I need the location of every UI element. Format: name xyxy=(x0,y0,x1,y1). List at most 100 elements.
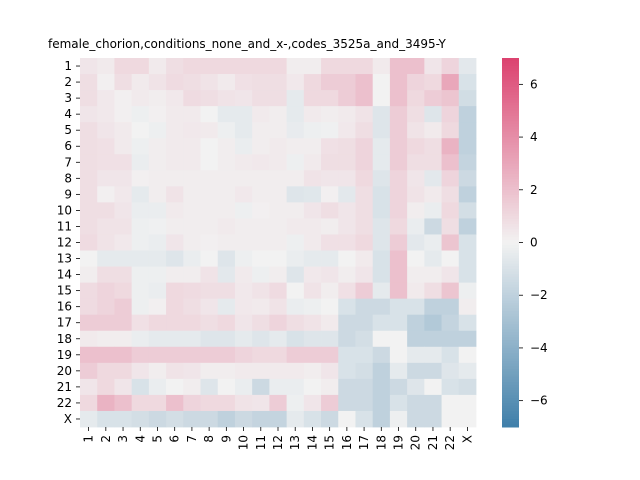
colorbar-segment xyxy=(502,311,519,315)
heatmap-cell-14-19 xyxy=(389,266,408,284)
heatmap-cell-5-14 xyxy=(303,122,322,139)
colorbar-segment xyxy=(502,390,519,394)
heatmap-cell-X-19 xyxy=(389,410,408,428)
heatmap-cell-17-14 xyxy=(303,314,322,332)
heatmap-cell-19-22 xyxy=(441,346,460,364)
colorbar-segment xyxy=(502,200,519,204)
heatmap-cell-8-17 xyxy=(355,170,374,187)
heatmap-cell-8-6 xyxy=(166,170,184,187)
heatmap-cell-6-5 xyxy=(148,138,167,155)
heatmap-cell-17-4 xyxy=(131,314,150,332)
heatmap-cell-20-9 xyxy=(217,362,236,380)
x-tick-label: 6 xyxy=(168,435,182,443)
colorbar-segment xyxy=(502,340,519,344)
heatmap-cell-17-5 xyxy=(148,314,167,332)
colorbar-segment xyxy=(502,71,519,75)
heatmap-cell-4-20 xyxy=(407,106,425,123)
heatmap-cell-18-15 xyxy=(321,330,339,348)
heatmap-cell-11-X xyxy=(458,218,477,235)
colorbar-segment xyxy=(502,108,519,112)
heatmap-cell-19-18 xyxy=(372,346,391,364)
heatmap-cell-19-12 xyxy=(269,346,288,364)
heatmap-cell-14-22 xyxy=(441,266,460,284)
heatmap-cell-15-13 xyxy=(286,282,305,300)
heatmap-cell-X-11 xyxy=(252,410,270,428)
heatmap-cell-22-13 xyxy=(286,394,305,412)
colorbar-segment xyxy=(502,313,519,317)
colorbar-segment xyxy=(502,118,519,122)
colorbar-segment xyxy=(502,81,519,85)
heatmap-cell-9-9 xyxy=(217,186,236,203)
heatmap-cell-X-8 xyxy=(200,410,219,428)
heatmap-cell-X-9 xyxy=(217,410,236,428)
heatmap-cell-10-3 xyxy=(114,202,133,219)
heatmap-cell-18-18 xyxy=(372,330,391,348)
colorbar-tick-label: −2 xyxy=(530,288,548,302)
colorbar-segment xyxy=(502,297,519,301)
heatmap-cell-6-8 xyxy=(200,138,219,155)
heatmap-cell-5-5 xyxy=(148,122,167,139)
x-tick-label: X xyxy=(460,435,474,443)
heatmap-cell-21-9 xyxy=(217,378,236,396)
heatmap-cell-1-6 xyxy=(166,58,184,75)
heatmap-cell-12-9 xyxy=(217,234,236,251)
x-tick-label: 8 xyxy=(202,435,216,443)
heatmap-cell-19-5 xyxy=(148,346,167,364)
heatmap-cell-12-18 xyxy=(372,234,391,251)
heatmap-cell-1-15 xyxy=(321,58,339,75)
heatmap-cell-14-13 xyxy=(286,266,305,284)
heatmap-cell-21-16 xyxy=(338,378,356,396)
heatmap-cell-8-14 xyxy=(303,170,322,187)
heatmap-cell-X-5 xyxy=(148,410,167,428)
heatmap-cell-9-6 xyxy=(166,186,184,203)
heatmap-cell-1-10 xyxy=(234,58,253,75)
heatmap-cell-2-4 xyxy=(131,74,150,91)
heatmap-cell-19-21 xyxy=(424,346,442,364)
heatmap-cell-12-3 xyxy=(114,234,133,251)
heatmap-cell-19-3 xyxy=(114,346,133,364)
heatmap-cell-5-X xyxy=(458,122,477,139)
heatmap-cell-18-4 xyxy=(131,330,150,348)
heatmap-cell-3-1 xyxy=(80,90,98,107)
heatmap-cell-1-8 xyxy=(200,58,219,75)
heatmap-cell-7-22 xyxy=(441,154,460,171)
heatmap-cell-16-13 xyxy=(286,298,305,316)
colorbar-segment xyxy=(502,379,519,383)
heatmap-cell-12-5 xyxy=(148,234,167,251)
heatmap-cell-13-X xyxy=(458,250,477,267)
colorbar-segment xyxy=(502,279,519,283)
colorbar-segment xyxy=(502,158,519,162)
colorbar-segment xyxy=(502,329,519,333)
heatmap-cell-16-12 xyxy=(269,298,288,316)
heatmap-cell-5-21 xyxy=(424,122,442,139)
heatmap-cell-16-11 xyxy=(252,298,270,316)
colorbar-segment xyxy=(502,361,519,365)
heatmap-cell-8-9 xyxy=(217,170,236,187)
heatmap-cell-3-11 xyxy=(252,90,270,107)
heatmap-cell-5-3 xyxy=(114,122,133,139)
colorbar-segment xyxy=(502,113,519,117)
heatmap-cell-21-14 xyxy=(303,378,322,396)
heatmap-cell-X-17 xyxy=(355,410,374,428)
colorbar-segment xyxy=(502,263,519,267)
heatmap-cell-14-6 xyxy=(166,266,184,284)
heatmap-cell-8-5 xyxy=(148,170,167,187)
heatmap-cell-5-10 xyxy=(234,122,253,139)
colorbar-segment xyxy=(502,303,519,307)
heatmap-cell-15-4 xyxy=(131,282,150,300)
heatmap-cell-4-13 xyxy=(286,106,305,123)
heatmap-cell-13-11 xyxy=(252,250,270,267)
heatmap-cell-14-14 xyxy=(303,266,322,284)
heatmap-cell-7-13 xyxy=(286,154,305,171)
colorbar-segment xyxy=(502,239,519,243)
colorbar-segment xyxy=(502,68,519,72)
heatmap-cell-21-13 xyxy=(286,378,305,396)
heatmap-cell-19-7 xyxy=(183,346,201,364)
heatmap-cell-3-8 xyxy=(200,90,219,107)
heatmap-cell-20-X xyxy=(458,362,477,380)
heatmap-cell-22-17 xyxy=(355,394,374,412)
colorbar-segment xyxy=(502,276,519,280)
heatmap-cell-7-X xyxy=(458,154,477,171)
heatmap-cell-6-11 xyxy=(252,138,270,155)
